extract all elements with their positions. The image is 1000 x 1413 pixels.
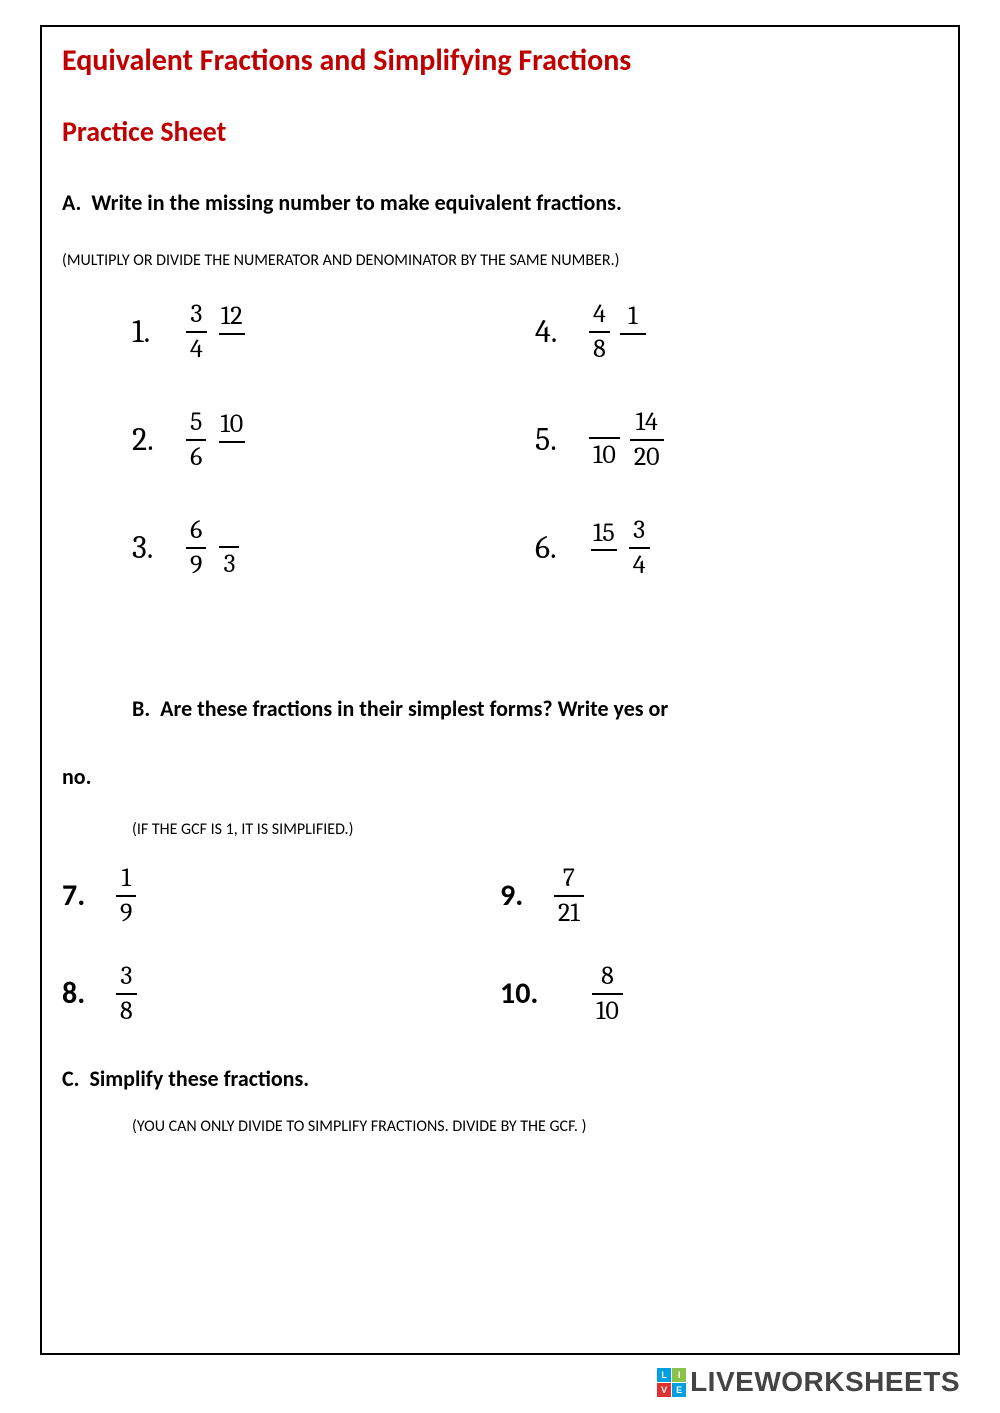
fraction: 34: [629, 516, 650, 579]
fraction-numerator: 3: [629, 516, 649, 547]
fraction-denominator: 3: [219, 546, 239, 579]
problem: 2. 56 10: [132, 408, 535, 471]
problem: 3.693: [132, 516, 535, 579]
problem-number: 3.: [132, 529, 174, 566]
fraction-denominator[interactable]: [219, 333, 245, 361]
page-subtitle: Practice Sheet: [62, 114, 938, 149]
fraction-denominator: 6: [186, 439, 206, 472]
section-a-letter: A.: [62, 189, 81, 216]
logo-square: L: [657, 1368, 671, 1382]
logo-text: LIVEWORKSHEETS: [690, 1366, 960, 1398]
fraction-numerator: 15: [589, 519, 619, 550]
fraction-numerator: 14: [632, 408, 662, 439]
section-a-heading: A. Write in the missing number to make e…: [62, 189, 938, 216]
logo-squares: LIVE: [657, 1368, 686, 1397]
fraction-denominator: 8: [589, 331, 610, 364]
logo-square: I: [672, 1368, 686, 1382]
fraction: 10: [589, 409, 620, 470]
section-a-text: Write in the missing number to make equi…: [91, 189, 622, 216]
problem-number: 10.: [500, 975, 560, 1012]
fraction-numerator: 6: [186, 516, 206, 547]
problem-number: 8.: [62, 975, 104, 1012]
fraction-numerator[interactable]: [216, 518, 242, 546]
section-b-problems: 7.199.7218.3810.810: [62, 864, 938, 1060]
problem: 7.19: [62, 864, 500, 927]
fraction-numerator: 3: [116, 962, 136, 993]
fraction-denominator: 4: [629, 547, 650, 580]
fraction: 3: [216, 518, 242, 579]
fraction: 34: [186, 300, 207, 363]
worksheet-page: Equivalent Fractions and Simplifying Fra…: [40, 25, 960, 1355]
fraction-numerator: 8: [597, 962, 618, 993]
fraction: 1: [620, 302, 646, 361]
problem-number: 5.: [535, 421, 577, 458]
section-a-hint: (MULTIPLY OR DIVIDE THE NUMERATOR AND DE…: [62, 251, 938, 270]
problem: 6. 15 34: [535, 516, 938, 579]
fraction: 810: [592, 962, 623, 1025]
fraction-denominator[interactable]: [591, 549, 617, 577]
logo-square: E: [672, 1383, 686, 1397]
fraction: 1420: [630, 408, 664, 471]
section-c-letter: C.: [62, 1065, 80, 1092]
fraction-numerator[interactable]: [591, 409, 617, 437]
section-b-hint: (IF THE GCF IS 1, IT IS SIMPLIFIED.): [62, 820, 938, 839]
section-b-text2: no.: [62, 763, 938, 790]
fraction-numerator: 4: [589, 300, 610, 331]
fraction: 38: [116, 962, 137, 1025]
problem: 1. 34 12: [132, 300, 535, 363]
section-a-problems: 1.34124.4812.56105.1014203.6936.1534: [62, 300, 938, 625]
fraction: 69: [186, 516, 206, 579]
logo-square: V: [657, 1383, 671, 1397]
section-c-heading: C. Simplify these fractions.: [62, 1065, 938, 1092]
fraction-numerator: 5: [186, 408, 206, 439]
fraction-denominator: 21: [554, 895, 584, 928]
problem-number: 2.: [132, 421, 174, 458]
fraction-numerator: 12: [217, 302, 247, 333]
section-b-heading: B. Are these fractions in their simplest…: [62, 685, 938, 733]
fraction: 19: [116, 864, 136, 927]
fraction-denominator[interactable]: [620, 333, 646, 361]
fraction-denominator: 10: [592, 993, 623, 1026]
fraction-numerator: 10: [216, 410, 247, 441]
problem: 8.38: [62, 962, 500, 1025]
problem-number: 6.: [535, 529, 577, 566]
problem: 5. 10 1420: [535, 408, 938, 471]
problem: 4.481: [535, 300, 938, 363]
fraction-numerator: 3: [186, 300, 206, 331]
fraction-denominator: 9: [186, 547, 206, 580]
fraction-numerator: 1: [118, 864, 135, 895]
section-b-text: Are these fractions in their simplest fo…: [160, 695, 668, 722]
fraction: 12: [217, 302, 247, 361]
page-title: Equivalent Fractions and Simplifying Fra…: [62, 42, 938, 79]
fraction-numerator: 1: [624, 302, 641, 333]
fraction: 48: [589, 300, 610, 363]
problem-number: 9.: [500, 877, 542, 914]
problem: 9. 721: [500, 864, 938, 927]
fraction: 10: [216, 410, 247, 469]
problem: 10. 810: [500, 962, 938, 1025]
problem-number: 4.: [535, 313, 577, 350]
fraction-denominator: 10: [589, 437, 620, 470]
fraction-denominator: 9: [116, 895, 136, 928]
fraction: 56: [186, 408, 206, 471]
fraction: 15: [589, 519, 619, 578]
section-c-text: Simplify these fractions.: [89, 1065, 309, 1092]
section-b-letter: B.: [132, 695, 150, 722]
footer-logo: LIVE LIVEWORKSHEETS: [657, 1366, 960, 1398]
fraction-denominator: 20: [630, 439, 664, 472]
section-c-hint: (YOU CAN ONLY DIVIDE TO SIMPLIFY FRACTIO…: [62, 1117, 938, 1136]
fraction-denominator: 8: [116, 993, 137, 1026]
problem-number: 7.: [62, 877, 104, 914]
fraction: 721: [554, 864, 584, 927]
fraction-denominator: 4: [186, 331, 207, 364]
problem-number: 1.: [132, 313, 174, 350]
fraction-denominator[interactable]: [219, 441, 245, 469]
fraction-numerator: 7: [559, 864, 579, 895]
